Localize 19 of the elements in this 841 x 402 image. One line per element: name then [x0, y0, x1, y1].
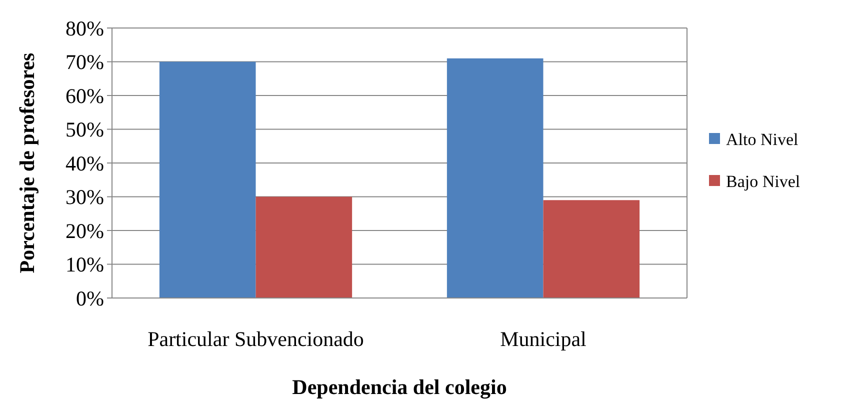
- bar: [446, 58, 544, 298]
- bar: [543, 200, 640, 298]
- y-tick-label: 50%: [66, 118, 104, 142]
- y-tick-label: 30%: [66, 185, 104, 210]
- y-tick-label: 70%: [66, 50, 104, 74]
- x-axis-title: Dependencia del colegio: [292, 375, 507, 399]
- y-axis-title: Porcentaje de profesores: [15, 52, 39, 274]
- y-tick-label: 40%: [66, 151, 104, 176]
- x-tick-label: Municipal: [500, 327, 587, 351]
- y-tick-label: 60%: [66, 84, 104, 108]
- y-tick-label: 10%: [66, 252, 104, 277]
- bar: [256, 196, 352, 298]
- legend-label: Alto Nivel: [726, 130, 799, 149]
- y-tick-label: 80%: [66, 16, 104, 40]
- x-tick-label: Particular Subvencionado: [148, 327, 364, 351]
- y-tick-label: 0%: [76, 286, 104, 310]
- bar: [159, 62, 256, 298]
- legend-label: Bajo Nivel: [726, 172, 800, 191]
- y-tick-label: 20%: [66, 218, 104, 243]
